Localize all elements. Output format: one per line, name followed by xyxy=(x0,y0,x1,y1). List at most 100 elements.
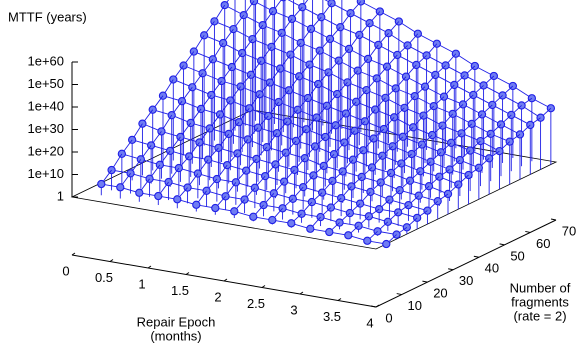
x-tick-label: 1 xyxy=(138,276,145,291)
point xyxy=(231,178,241,187)
y-tick-label: 20 xyxy=(433,286,447,301)
x-axis-label: (months) xyxy=(150,328,201,343)
y-tick xyxy=(550,218,557,221)
y-tick-label: 50 xyxy=(510,248,524,263)
x-tick xyxy=(147,265,152,269)
y-axis-label: (rate = 2) xyxy=(513,308,566,323)
z-tick-label: 1e+20 xyxy=(27,143,64,158)
y-tick-label: 40 xyxy=(485,261,499,276)
mesh-line xyxy=(357,0,552,109)
x-tick-label: 2 xyxy=(214,289,221,304)
point xyxy=(382,239,391,249)
y-tick xyxy=(422,280,428,283)
point xyxy=(107,165,116,175)
z-tick-label: 1 xyxy=(57,188,64,203)
x-tick xyxy=(261,285,266,288)
mesh-line xyxy=(250,0,521,135)
point xyxy=(306,224,315,233)
point xyxy=(495,146,504,156)
x-tick-label: 4 xyxy=(366,315,373,330)
mesh-line xyxy=(214,20,500,152)
mesh-line xyxy=(101,183,387,245)
point xyxy=(344,231,353,240)
point xyxy=(230,207,239,216)
point xyxy=(117,149,127,158)
x-tick xyxy=(337,298,342,301)
z-tick-label: 1e+40 xyxy=(27,98,64,113)
point xyxy=(193,169,203,178)
point xyxy=(97,179,106,189)
mesh-line xyxy=(121,153,407,228)
y-axis-label: Number of xyxy=(510,280,571,295)
point xyxy=(224,129,233,139)
mesh-line xyxy=(132,139,418,219)
point xyxy=(268,215,277,225)
y-tick xyxy=(396,293,402,296)
mesh-line xyxy=(173,79,459,185)
z-tick-label: 1e+10 xyxy=(27,166,64,181)
point xyxy=(135,188,144,197)
mesh-line xyxy=(162,95,449,195)
z-axis-label: MTTF (years) xyxy=(8,9,87,24)
y-axis xyxy=(375,219,557,308)
y-tick-label: 30 xyxy=(459,273,473,288)
x-tick xyxy=(71,252,76,256)
point xyxy=(443,189,453,199)
x-axis-label: Repair Epoch xyxy=(137,314,216,329)
y-tick-label: 0 xyxy=(385,310,392,325)
x-tick xyxy=(223,278,228,282)
point xyxy=(211,203,220,213)
point xyxy=(116,183,125,192)
y-tick xyxy=(370,305,377,308)
y-tick xyxy=(499,243,505,246)
point xyxy=(243,135,252,144)
y-tick xyxy=(448,268,454,271)
x-tick-label: 3 xyxy=(290,302,297,317)
mesh-line xyxy=(324,0,541,119)
point xyxy=(202,186,211,195)
x-tick xyxy=(299,291,304,295)
z-tick-label: 1e+60 xyxy=(27,53,64,68)
point xyxy=(325,227,334,237)
point xyxy=(280,0,287,2)
x-tick-label: 0 xyxy=(62,263,69,278)
point xyxy=(474,163,484,172)
z-tick-label: 1e+30 xyxy=(27,121,64,136)
mesh-line xyxy=(152,109,438,202)
point xyxy=(272,129,282,138)
x-tick-label: 2.5 xyxy=(247,296,265,311)
point xyxy=(363,236,372,245)
point xyxy=(145,174,154,183)
mesh-line xyxy=(193,51,480,169)
y-axis-label: fragments xyxy=(511,294,569,309)
point xyxy=(154,191,163,201)
x-tick-label: 1.5 xyxy=(171,283,189,298)
point xyxy=(527,94,537,103)
y-tick-label: 10 xyxy=(407,298,421,313)
point xyxy=(173,195,182,204)
x-tick-label: 3.5 xyxy=(323,309,341,324)
x-tick-label: 0.5 xyxy=(95,270,113,285)
x-tick xyxy=(375,304,380,308)
point xyxy=(174,163,184,173)
mesh-line xyxy=(111,169,397,236)
y-tick xyxy=(473,255,479,258)
point xyxy=(126,169,135,178)
mesh-line xyxy=(203,34,490,159)
x-tick xyxy=(185,272,190,275)
point xyxy=(287,219,296,228)
x-tick xyxy=(109,259,114,262)
mesh-line xyxy=(183,65,469,176)
mesh-line xyxy=(287,0,531,126)
point xyxy=(155,160,165,169)
point xyxy=(192,200,201,209)
point xyxy=(249,212,258,221)
y-tick-label: 70 xyxy=(562,223,576,238)
z-tick-label: 1e+50 xyxy=(27,76,64,91)
y-tick xyxy=(525,230,531,233)
mesh-line xyxy=(142,123,428,212)
point xyxy=(402,223,412,232)
point xyxy=(164,177,173,187)
y-tick-label: 60 xyxy=(536,236,550,251)
